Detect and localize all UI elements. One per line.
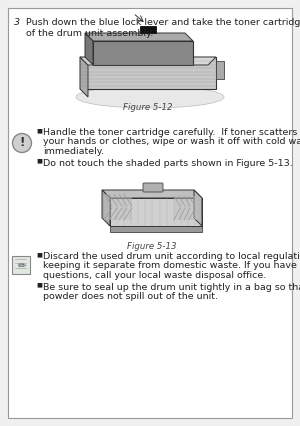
Polygon shape — [80, 57, 88, 97]
Text: Handle the toner cartridge carefully.  If toner scatters on: Handle the toner cartridge carefully. If… — [43, 128, 300, 137]
Polygon shape — [194, 190, 202, 226]
Text: ■: ■ — [36, 282, 42, 288]
Text: keeping it separate from domestic waste. If you have: keeping it separate from domestic waste.… — [43, 262, 297, 271]
Text: questions, call your local waste disposal office.: questions, call your local waste disposa… — [43, 271, 266, 280]
Circle shape — [13, 133, 32, 153]
Text: !: ! — [19, 135, 25, 149]
Polygon shape — [110, 198, 202, 226]
Text: Discard the used drum unit according to local regulations,: Discard the used drum unit according to … — [43, 252, 300, 261]
Text: 3: 3 — [14, 18, 20, 27]
Polygon shape — [85, 33, 193, 41]
Text: of the drum unit assembly.: of the drum unit assembly. — [26, 29, 153, 38]
FancyBboxPatch shape — [8, 8, 292, 418]
Text: ■: ■ — [36, 252, 42, 257]
FancyBboxPatch shape — [93, 41, 193, 65]
Polygon shape — [102, 190, 110, 226]
FancyBboxPatch shape — [80, 57, 216, 89]
Text: Push down the blue lock lever and take the toner cartridge out: Push down the blue lock lever and take t… — [26, 18, 300, 27]
Text: your hands or clothes, wipe or wash it off with cold water: your hands or clothes, wipe or wash it o… — [43, 138, 300, 147]
Text: ■: ■ — [36, 128, 42, 133]
Polygon shape — [85, 33, 93, 65]
Text: ■: ■ — [36, 158, 42, 164]
Polygon shape — [104, 194, 132, 220]
Polygon shape — [110, 226, 202, 232]
Polygon shape — [80, 57, 216, 65]
Bar — [140, 26, 156, 33]
Text: immediately.: immediately. — [43, 147, 104, 156]
Text: Do not touch the shaded parts shown in Figure 5-13.: Do not touch the shaded parts shown in F… — [43, 158, 293, 167]
Text: powder does not spill out of the unit.: powder does not spill out of the unit. — [43, 292, 218, 301]
Polygon shape — [174, 196, 198, 220]
FancyBboxPatch shape — [12, 256, 30, 274]
FancyBboxPatch shape — [143, 183, 163, 192]
Polygon shape — [102, 190, 202, 198]
Ellipse shape — [76, 86, 224, 108]
Text: Be sure to seal up the drum unit tightly in a bag so that toner: Be sure to seal up the drum unit tightly… — [43, 282, 300, 291]
Text: ✏: ✏ — [18, 261, 26, 271]
Bar — [216, 61, 224, 79]
Text: Figure 5-12: Figure 5-12 — [123, 103, 173, 112]
Text: Figure 5-13: Figure 5-13 — [127, 242, 177, 251]
